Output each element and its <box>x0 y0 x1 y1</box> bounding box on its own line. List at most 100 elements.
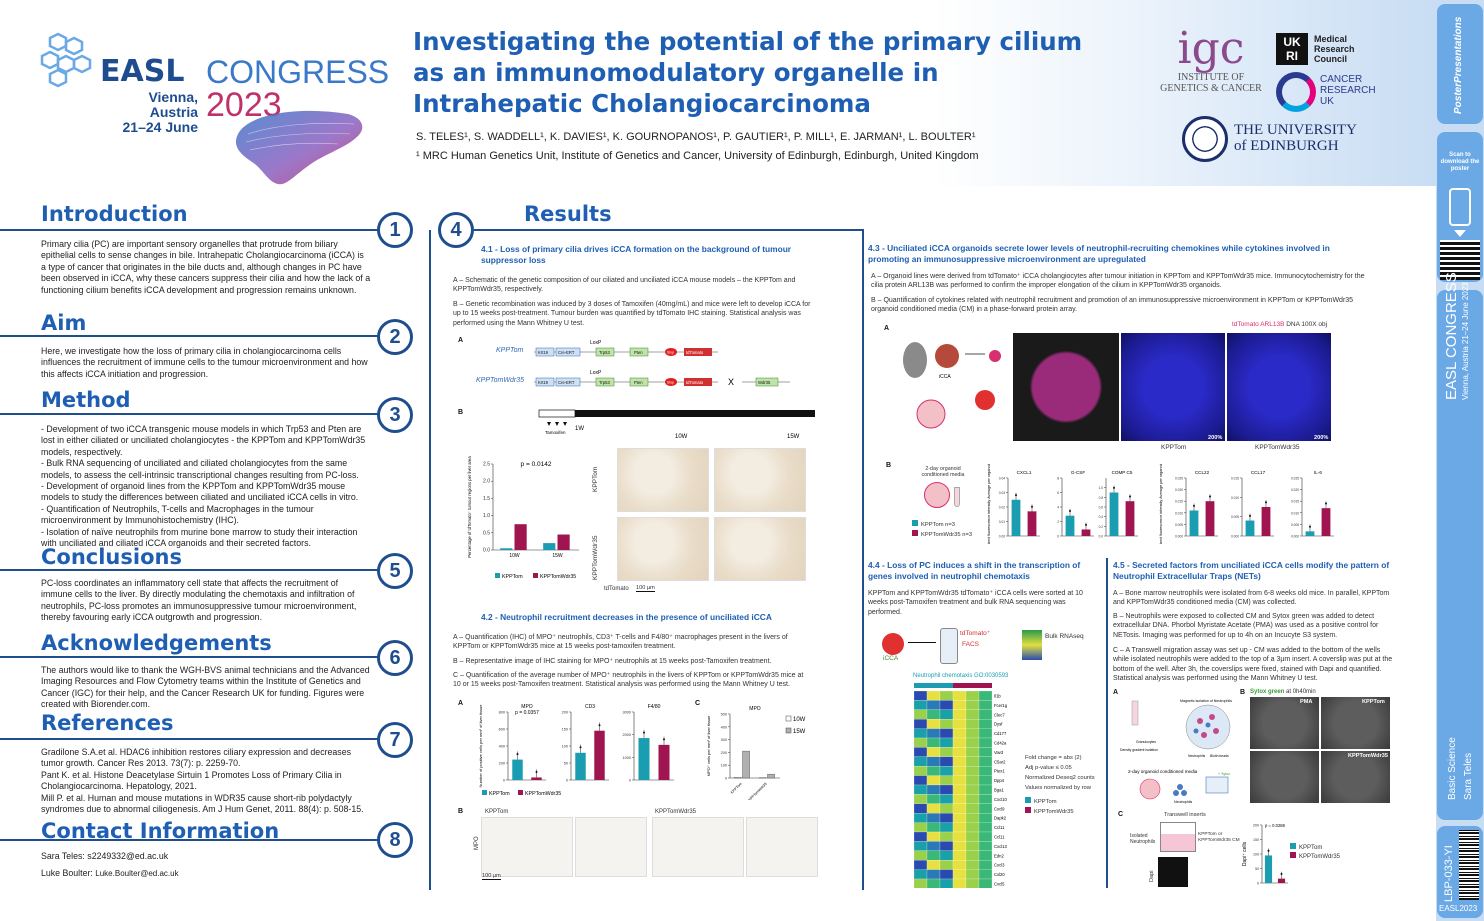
heatmap-cell <box>952 869 967 880</box>
heatmap-cell <box>913 747 928 757</box>
heatmap-cell <box>978 737 993 748</box>
heatmap-gene-label: Cxcl3 <box>994 863 1005 868</box>
contact-email-teles[interactable]: Sara Teles: s2249332@ed.ac.uk <box>41 851 169 861</box>
heatmap-cell <box>965 850 980 861</box>
heatmap-gene-label: Ccl11 <box>994 835 1005 840</box>
method-list: - Development of two iCCA transgenic mou… <box>41 424 371 549</box>
sytox-label: Sytox green at 0h40min <box>1250 689 1316 695</box>
heatmap-cell <box>926 813 941 823</box>
y-tick-label: 0.010 <box>1231 496 1239 500</box>
heatmap-cell <box>939 728 954 739</box>
heatmap-cell <box>952 775 967 786</box>
go-term-label: Neutrophil chemotaxis GO:0030593 <box>913 673 1009 679</box>
edinburgh-line: THE UNIVERSITY <box>1234 122 1357 138</box>
heatmap-gene-label: Vav3 <box>994 750 1004 755</box>
cruk-line: RESEARCH <box>1320 85 1376 96</box>
heatmap-gene-label: Fcer1g <box>994 703 1008 708</box>
section-rule <box>0 569 380 571</box>
heatmap-cell <box>926 831 941 842</box>
arrow-icon <box>908 642 936 643</box>
legend-item: KPPTom <box>1025 797 1095 807</box>
heatmap-cell <box>965 878 980 888</box>
igc-line: GENETICS & CANCER <box>1160 83 1262 94</box>
section-4-2-title: 4.2 - Neutrophil recruitment decreases i… <box>481 612 772 622</box>
acknowledgements-text: The authors would like to thank the WGH-… <box>41 665 370 710</box>
brand-tile[interactable]: PosterPresentations <box>1437 4 1483 124</box>
heatmap-cell <box>978 719 993 729</box>
heatmap-cell <box>926 794 941 804</box>
kpptomwdr35-label: KPPTomWdr35 <box>476 377 524 384</box>
y-tick-label: 1.0 <box>483 513 490 519</box>
side-label: KPPTomWdr35 <box>592 535 599 580</box>
legend-item: KPPTom n=3 <box>912 520 972 528</box>
sytox-panel-label: KPPTom <box>1362 699 1385 705</box>
edinburgh-line: of EDINBURGH <box>1234 138 1339 154</box>
cruk-logo: CANCER RESEARCH UK <box>1276 70 1416 114</box>
bar <box>658 744 670 780</box>
heatmap-cell <box>952 813 967 823</box>
heatmap-gene-label: Clec7 <box>994 712 1005 717</box>
heatmap-cell <box>978 784 993 795</box>
bar <box>1065 515 1075 536</box>
y-tick-label: 0.005 <box>1291 523 1299 527</box>
kpptom-label: KPPTom <box>1161 444 1187 451</box>
introduction-heading: Introduction <box>41 202 188 226</box>
heatmap-gene-label: Il1b <box>994 694 1001 699</box>
heatmap-cell <box>952 700 967 710</box>
reference-item: Gradilone S.A.et al. HDAC6 inhibition re… <box>41 747 351 769</box>
organoid-derivation-diagram: iCCA <box>903 342 1001 429</box>
zoom-label: 200% <box>1208 435 1223 441</box>
method-item: - Quantification of Neutrophils, T-cells… <box>41 503 314 526</box>
heatmap-cell <box>926 841 941 851</box>
legend-swatch <box>1025 807 1031 813</box>
legend-swatch <box>495 573 500 578</box>
heatmap-cell <box>939 803 954 814</box>
column-divider <box>862 230 864 890</box>
bar <box>557 534 570 550</box>
heatmap-gene-label: C5ar2 <box>994 759 1006 764</box>
histology-kpptomwdr35-10w <box>617 517 709 581</box>
icca-cells-icon <box>882 633 904 655</box>
bar <box>531 777 542 780</box>
section-4-2-c: C – Quantification of the average number… <box>453 672 804 689</box>
heatmap-cell <box>978 860 993 870</box>
side-label: KPPTom <box>592 466 599 492</box>
heatmap-note: Normalized Deseq2 counts <box>1025 775 1095 781</box>
y-tick-label: 0.2 <box>1099 525 1104 529</box>
heatmap-cell <box>965 700 980 710</box>
heatmap-cell <box>952 766 967 776</box>
mpo-ihc-kpptomwdr35 <box>652 817 744 877</box>
y-tick-label: 150 <box>1253 838 1259 842</box>
heatmap-gene-label: Ptex1 <box>994 769 1005 774</box>
heatmap-note: Adj p-value ≤ 0.05 <box>1025 765 1072 771</box>
heatmap-cell <box>978 822 993 833</box>
contact-email-boulter[interactable]: Luke.Boulter@ed.ac.uk <box>95 869 179 878</box>
section-4-2-b: B – Representative image of IHC staining… <box>453 658 772 665</box>
bar <box>1011 499 1021 536</box>
stain-dna: DNA <box>1286 321 1300 328</box>
heatmap-cell <box>913 794 928 804</box>
gene-label: Trp53 <box>599 350 610 355</box>
heatmap-gene-label: Edn2 <box>994 853 1004 858</box>
heatmap-gene-label: Cxcl5 <box>994 882 1005 887</box>
heatmap-cell <box>913 737 928 748</box>
transwell-label: Transwell inserts <box>1164 812 1206 818</box>
heatmap-cell <box>952 822 967 833</box>
neutrophil-legend: Neutrophils <box>1188 754 1205 758</box>
heatmap-cell <box>965 869 980 880</box>
section-rule <box>0 738 380 740</box>
section-rule <box>0 413 380 415</box>
y-tick-label: 400 <box>499 745 505 749</box>
y-tick-label: 100 <box>721 764 727 768</box>
section-number-badge: 5 <box>377 553 413 589</box>
data-point <box>1325 502 1327 505</box>
kpptomwdr35-label: KPPTomWdr35 <box>655 809 697 815</box>
section-rule <box>474 229 864 231</box>
heatmap-cell <box>913 813 928 823</box>
heatmap-cell <box>965 719 980 729</box>
scan-tile[interactable]: Scan to download the poster <box>1437 132 1483 282</box>
data-point <box>1309 525 1311 528</box>
heatmap-cell <box>913 822 928 833</box>
qr-code-icon[interactable] <box>1440 240 1480 280</box>
heatmap-cell <box>913 728 928 739</box>
